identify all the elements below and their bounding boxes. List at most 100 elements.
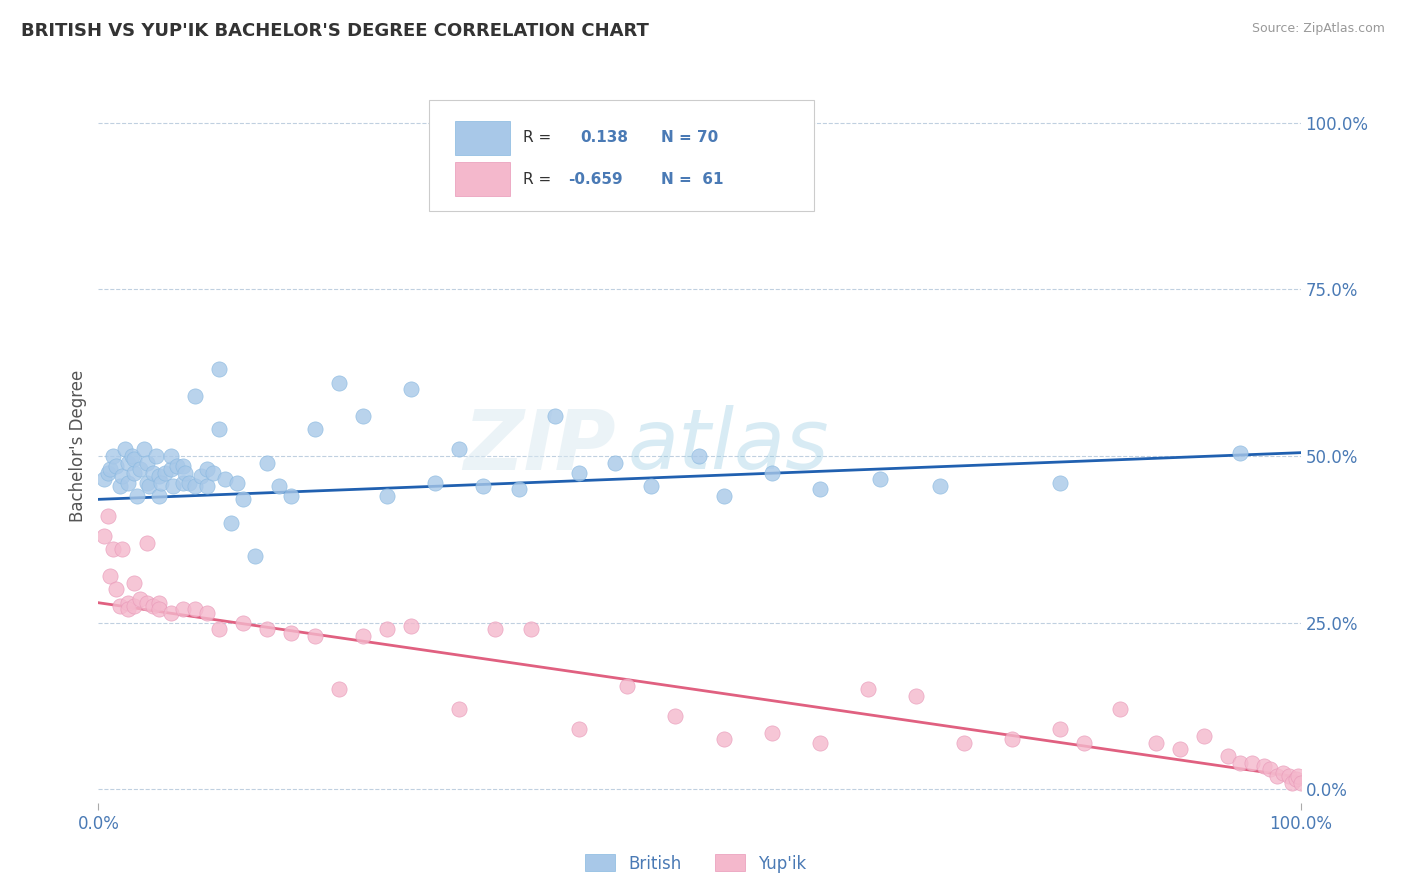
Point (93, 529, 115, 543)
Point (1194, 729, 1216, 743)
Point (114, 442, 136, 457)
Point (1073, 736, 1095, 750)
Point (808, 483, 831, 497)
Point (141, 599, 163, 613)
Point (183, 479, 205, 493)
Point (280, 625, 302, 640)
Point (1289, 776, 1312, 790)
Point (423, 475, 446, 490)
Point (135, 535, 157, 549)
Point (135, 596, 157, 610)
Point (148, 489, 170, 503)
Point (472, 479, 495, 493)
Point (148, 596, 170, 610)
Point (97, 466, 120, 480)
Point (138, 479, 160, 493)
Point (124, 599, 146, 613)
Point (544, 409, 567, 423)
Point (243, 549, 266, 563)
Point (904, 689, 927, 703)
Point (1229, 445, 1251, 459)
Text: R =: R = (523, 130, 551, 145)
Point (953, 736, 976, 750)
Point (208, 623, 231, 637)
Point (713, 732, 735, 747)
Point (689, 449, 711, 463)
Point (1001, 732, 1024, 747)
Point (162, 479, 184, 493)
Point (232, 492, 254, 507)
Point (1260, 763, 1282, 777)
Point (148, 469, 170, 483)
Point (761, 725, 783, 739)
Point (201, 466, 224, 480)
Point (1281, 776, 1303, 790)
Point (568, 723, 591, 737)
Point (1049, 723, 1071, 737)
Point (159, 449, 181, 463)
Text: 0.138: 0.138 (581, 130, 628, 145)
Text: -0.659: -0.659 (568, 171, 623, 186)
Point (869, 472, 891, 486)
Point (195, 606, 218, 620)
Text: atlas: atlas (627, 406, 830, 486)
Point (1229, 756, 1251, 770)
FancyBboxPatch shape (456, 120, 509, 155)
Point (101, 449, 124, 463)
Point (640, 479, 662, 493)
Point (172, 602, 194, 616)
Point (97, 509, 120, 524)
Point (447, 702, 470, 716)
Text: BRITISH VS YUP'IK BACHELOR'S DEGREE CORRELATION CHART: BRITISH VS YUP'IK BACHELOR'S DEGREE CORR… (21, 22, 650, 40)
Point (124, 466, 146, 480)
Point (159, 462, 181, 476)
Point (1218, 749, 1240, 764)
Point (149, 475, 172, 490)
Point (375, 489, 398, 503)
Point (1277, 769, 1299, 783)
Point (267, 479, 290, 493)
Point (148, 602, 170, 616)
Point (399, 382, 422, 396)
FancyBboxPatch shape (429, 100, 814, 211)
Point (375, 623, 398, 637)
Point (166, 458, 188, 473)
Point (153, 466, 176, 480)
Point (195, 479, 218, 493)
Point (124, 575, 146, 590)
Point (190, 469, 212, 483)
Point (1265, 769, 1288, 783)
Point (129, 462, 152, 476)
Point (328, 376, 350, 390)
Point (484, 623, 506, 637)
Point (447, 442, 470, 457)
Point (808, 736, 831, 750)
Text: ZIP: ZIP (463, 406, 616, 486)
Legend: British, Yup'ik: British, Yup'ik (578, 847, 814, 880)
FancyBboxPatch shape (456, 162, 509, 196)
Point (105, 458, 128, 473)
Point (616, 679, 638, 693)
Point (1285, 772, 1308, 787)
Y-axis label: Bachelor's Degree: Bachelor's Degree (69, 370, 87, 522)
Point (304, 422, 326, 436)
Point (100, 462, 122, 476)
Point (1286, 769, 1309, 783)
Text: N =  61: N = 61 (661, 171, 724, 186)
Point (856, 682, 879, 697)
Point (132, 442, 155, 457)
Point (111, 469, 134, 483)
Point (352, 409, 374, 423)
Point (256, 623, 278, 637)
Point (605, 456, 627, 470)
Point (713, 489, 735, 503)
Point (135, 456, 157, 470)
Point (177, 475, 200, 490)
Point (399, 619, 422, 633)
Point (174, 466, 197, 480)
Point (352, 629, 374, 643)
Text: Source: ZipAtlas.com: Source: ZipAtlas.com (1251, 22, 1385, 36)
Point (124, 452, 146, 467)
Point (1144, 736, 1167, 750)
Point (195, 462, 218, 476)
